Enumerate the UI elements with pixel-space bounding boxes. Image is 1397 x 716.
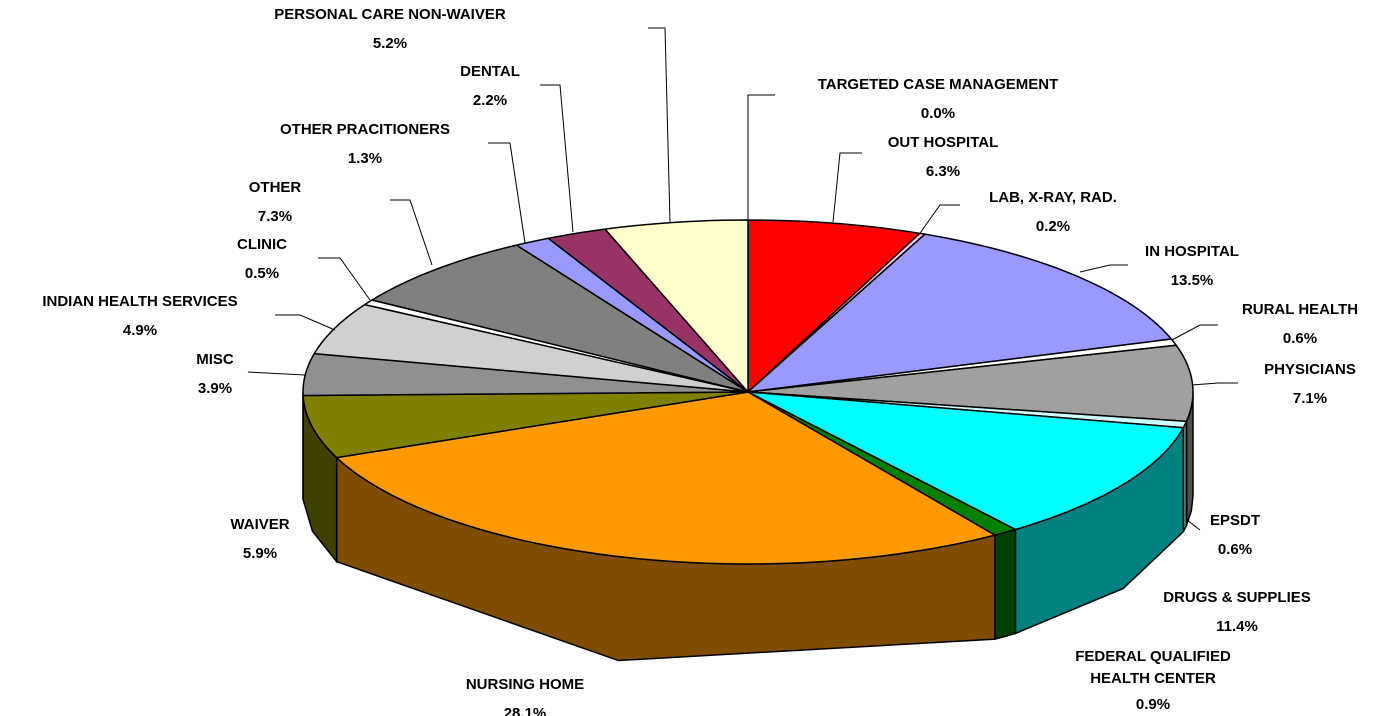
leader-line xyxy=(1079,264,1128,273)
data-label: DENTAL 2.2% xyxy=(360,57,620,115)
slice xyxy=(747,344,1194,423)
leader-line xyxy=(832,152,862,223)
leader-line xyxy=(318,257,371,301)
leader-line xyxy=(247,371,306,376)
value-label: 3.9% xyxy=(197,380,233,397)
slice xyxy=(747,391,1185,531)
category-label: OTHER PRACITIONERS xyxy=(279,121,450,138)
value-label: 0.2% xyxy=(1035,218,1071,235)
value-label: 0.0% xyxy=(920,105,956,122)
value-label: 5.9% xyxy=(242,545,278,562)
data-label: WAIVER 5.9% xyxy=(130,510,390,568)
value-label: 0.6% xyxy=(1217,541,1253,558)
slice xyxy=(604,219,749,393)
category-label: FEDERAL QUALIFIED HEALTH CENTER xyxy=(1075,648,1231,687)
leader-line xyxy=(275,314,336,331)
slice xyxy=(335,391,996,565)
slice-side xyxy=(994,528,1017,641)
value-label: 11.4% xyxy=(1216,618,1258,635)
data-label: INDIAN HEALTH SERVICES 4.9% xyxy=(10,287,270,345)
category-label: DENTAL xyxy=(460,63,520,80)
slice xyxy=(313,303,749,393)
category-label: PERSONAL CARE NON-WAIVER xyxy=(274,6,506,23)
leader-line xyxy=(1171,324,1218,341)
slice xyxy=(747,233,1173,393)
category-label: TARGETED CASE MANAGEMENT xyxy=(817,76,1059,93)
data-label: MISC 3.9% xyxy=(85,345,345,403)
slice xyxy=(302,352,749,397)
data-label: OTHER 7.3% xyxy=(145,173,405,231)
category-label: CLINIC xyxy=(237,236,287,253)
slice xyxy=(302,391,749,459)
data-label: CLINIC 0.5% xyxy=(132,230,392,288)
leader-line xyxy=(648,27,671,223)
value-label: 0.5% xyxy=(244,265,280,282)
value-label: 2.2% xyxy=(472,92,508,109)
value-label: 7.3% xyxy=(257,208,293,225)
leader-line xyxy=(488,142,526,244)
data-label: PERSONAL CARE NON-WAIVER 5.2% xyxy=(260,0,520,58)
category-label: NURSING HOME xyxy=(465,676,585,693)
value-label: 6.3% xyxy=(925,163,961,180)
data-label: TARGETED CASE MANAGEMENT 0.0% xyxy=(808,70,1068,128)
value-label: 0.9% xyxy=(1135,696,1171,713)
value-label: 1.3% xyxy=(347,150,383,167)
data-label: OUT HOSPITAL 6.3% xyxy=(813,128,1073,186)
slice xyxy=(547,228,749,393)
leader-line xyxy=(917,204,960,237)
value-label: 5.2% xyxy=(372,35,408,52)
category-label: RURAL HEALTH xyxy=(1241,301,1359,318)
data-label: LAB, X-RAY, RAD. 0.2% xyxy=(923,183,1183,241)
slice xyxy=(371,244,749,393)
leader-line xyxy=(1186,430,1201,531)
value-label: 4.9% xyxy=(122,322,158,339)
data-label: OTHER PRACITIONERS 1.3% xyxy=(235,115,495,173)
category-label: PHYSICIANS xyxy=(1264,361,1356,378)
data-label: IN HOSPITAL 13.5% xyxy=(1062,237,1322,295)
leader-line xyxy=(390,199,433,266)
category-label: OUT HOSPITAL xyxy=(887,134,999,151)
value-label: 13.5% xyxy=(1170,272,1214,289)
category-label: MISC xyxy=(196,351,234,368)
data-label: RURAL HEALTH 0.6% xyxy=(1170,295,1397,353)
leader-line xyxy=(1191,382,1238,386)
category-label: INDIAN HEALTH SERVICES xyxy=(42,293,238,310)
category-label: DRUGS & SUPPLIES xyxy=(1163,589,1311,606)
category-label: EPSDT xyxy=(1209,512,1260,529)
leader-line xyxy=(747,94,775,222)
leader-line xyxy=(540,84,574,233)
category-label: WAIVER xyxy=(230,516,290,533)
slice xyxy=(747,219,921,393)
category-label: LAB, X-RAY, RAD. xyxy=(989,189,1117,206)
data-label: FEDERAL QUALIFIED HEALTH CENTER 0.9% xyxy=(1053,646,1253,716)
value-label: 28.1% xyxy=(503,705,547,716)
category-label: OTHER xyxy=(248,179,302,196)
value-label: 0.6% xyxy=(1282,330,1318,347)
data-label: DRUGS & SUPPLIES 11.4% xyxy=(1107,583,1367,641)
category-label: IN HOSPITAL xyxy=(1145,243,1239,260)
data-label: EPSDT 0.6% xyxy=(1105,506,1365,564)
value-label: 7.1% xyxy=(1292,390,1328,407)
data-label: NURSING HOME 28.1% xyxy=(395,670,655,716)
data-label: PHYSICIANS 7.1% xyxy=(1180,355,1397,413)
